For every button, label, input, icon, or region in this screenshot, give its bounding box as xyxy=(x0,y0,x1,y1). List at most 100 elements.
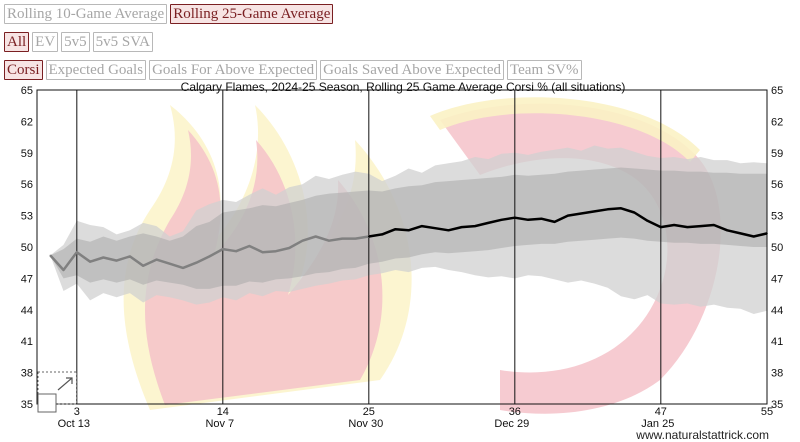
rolling-10-game-button[interactable]: Rolling 10-Game Average xyxy=(4,4,168,24)
zoom-widget[interactable] xyxy=(37,371,78,413)
data-point xyxy=(288,247,291,249)
data-point xyxy=(752,235,755,238)
metric-goals-saved-above-expected-button[interactable]: Goals Saved Above Expected xyxy=(320,60,505,80)
data-point xyxy=(620,207,622,210)
y-tick-right-62: 62 xyxy=(771,116,783,128)
x-tick-game-47: 47 xyxy=(655,406,667,418)
data-point xyxy=(381,233,383,236)
metric-team-sv-button[interactable]: Team SV% xyxy=(507,60,582,80)
data-point xyxy=(261,251,264,253)
y-tick-right-41: 41 xyxy=(771,336,783,348)
metric-expected-goals-button[interactable]: Expected Goals xyxy=(45,60,147,80)
credit-text: www.naturalstattrick.com xyxy=(635,428,769,442)
data-point xyxy=(726,229,728,232)
x-tick-game-25: 25 xyxy=(363,406,375,418)
data-point xyxy=(699,225,702,227)
y-tick-right-38: 38 xyxy=(771,368,783,380)
x-tick-game-55: 55 xyxy=(761,406,773,418)
data-point xyxy=(487,222,490,224)
y-tick-left-44: 44 xyxy=(21,305,33,317)
zoom-small-square[interactable] xyxy=(37,393,57,413)
y-tick-left-38: 38 xyxy=(21,368,33,380)
data-point xyxy=(168,262,171,265)
data-point xyxy=(102,256,105,259)
x-tick-date-36: Dec 29 xyxy=(494,418,529,430)
x-tick-date-14: Nov 7 xyxy=(205,418,234,430)
y-tick-left-56: 56 xyxy=(21,179,33,191)
y-tick-right-44: 44 xyxy=(771,305,783,317)
data-point xyxy=(235,250,237,252)
data-point xyxy=(673,224,675,226)
y-tick-right-56: 56 xyxy=(771,179,783,191)
y-tick-left-62: 62 xyxy=(21,116,33,128)
situation-button-group: All EV 5v5 5v5 SVA xyxy=(4,32,153,52)
data-point xyxy=(142,265,144,267)
inner-range-band xyxy=(50,167,768,289)
data-point xyxy=(394,228,397,230)
data-point xyxy=(368,235,370,238)
data-point xyxy=(208,255,211,258)
data-point xyxy=(62,269,65,271)
data-point xyxy=(49,254,52,257)
y-tick-left-59: 59 xyxy=(21,148,33,160)
data-point xyxy=(686,226,689,228)
y-tick-left-41: 41 xyxy=(21,336,33,348)
y-tick-right-50: 50 xyxy=(771,242,783,254)
metric-corsi-button[interactable]: Corsi xyxy=(4,60,43,80)
data-point xyxy=(354,237,357,240)
x-tick-game-14: 14 xyxy=(217,406,229,418)
situation-all-button[interactable]: All xyxy=(4,32,30,52)
y-tick-right-59: 59 xyxy=(771,148,783,160)
data-point xyxy=(514,216,516,219)
range-button-group: Rolling 10-Game Average Rolling 25-Game … xyxy=(4,4,334,24)
x-tick-date-47: Jan 25 xyxy=(641,418,674,430)
data-point xyxy=(195,261,198,264)
corsi-chart: 35 35 38 38 41 41 44 44 47 47 50 50 53 53 56 56 59 59 62 62… xyxy=(21,80,784,442)
chart-title: Calgary Flames, 2024-25 Season, Rolling … xyxy=(181,80,626,94)
situation-5v5-button[interactable]: 5v5 xyxy=(61,32,90,52)
zoom-box[interactable] xyxy=(37,371,78,405)
data-point xyxy=(447,229,450,232)
logo-c-outline xyxy=(430,97,700,162)
data-point xyxy=(115,259,118,262)
metric-goals-for-above-expected-button[interactable]: Goals For Above Expected xyxy=(149,60,318,80)
data-point xyxy=(553,221,556,223)
y-tick-left-50: 50 xyxy=(21,242,33,254)
y-tick-left-65: 65 xyxy=(21,85,33,97)
data-point xyxy=(500,219,503,221)
data-point xyxy=(421,225,423,227)
y-tick-right-47: 47 xyxy=(771,273,783,285)
y-tick-left-53: 53 xyxy=(21,211,33,223)
data-point xyxy=(182,267,184,269)
x-tick-game-36: 36 xyxy=(509,406,521,418)
situation-5v5-sva-button[interactable]: 5v5 SVA xyxy=(92,32,153,52)
data-point xyxy=(567,214,569,217)
y-tick-right-53: 53 xyxy=(771,211,783,223)
chart-gridlines xyxy=(36,89,768,405)
x-tick-date-25: Nov 30 xyxy=(348,418,383,430)
data-point xyxy=(341,237,344,240)
expand-arrow-icon[interactable] xyxy=(57,377,73,391)
data-point xyxy=(580,212,582,215)
data-point xyxy=(593,210,596,213)
situation-ev-button[interactable]: EV xyxy=(32,32,59,52)
data-point xyxy=(660,226,662,228)
data-point xyxy=(129,255,131,258)
y-tick-left-47: 47 xyxy=(21,273,33,285)
x-tick-date-3: Oct 13 xyxy=(58,418,90,430)
data-point xyxy=(713,224,715,226)
data-point xyxy=(155,258,158,261)
data-point xyxy=(474,225,476,227)
data-point xyxy=(434,227,437,229)
data-point xyxy=(328,239,330,242)
data-point xyxy=(633,211,636,214)
data-point xyxy=(76,251,78,253)
data-point xyxy=(222,248,224,250)
rolling-25-game-button[interactable]: Rolling 25-Game Average xyxy=(170,4,334,24)
data-point xyxy=(460,226,463,228)
metric-button-group: Corsi Expected Goals Goals For Above Exp… xyxy=(4,60,582,80)
data-point xyxy=(527,219,529,221)
y-tick-right-35: 35 xyxy=(771,399,783,411)
x-tick-game-3: 3 xyxy=(74,406,80,418)
data-point xyxy=(89,260,91,263)
